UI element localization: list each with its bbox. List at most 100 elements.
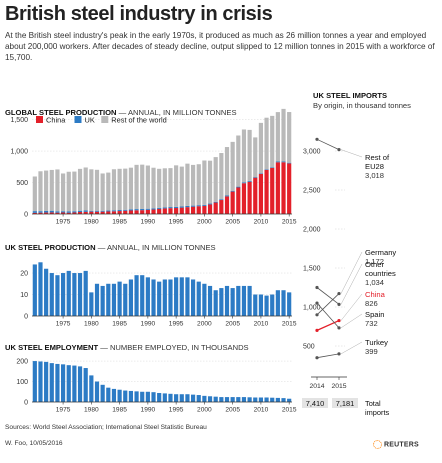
totals-label: imports bbox=[365, 408, 390, 417]
x-tick-label: 2005 bbox=[225, 407, 240, 414]
bar-china bbox=[247, 181, 252, 214]
bar-uk bbox=[224, 285, 230, 316]
import-point bbox=[315, 328, 319, 332]
bar-rest-of-the-world bbox=[281, 108, 286, 162]
bar-uk bbox=[55, 363, 60, 402]
bar-uk bbox=[213, 201, 218, 203]
bar-uk bbox=[66, 270, 71, 316]
bar-rest-of-the-world bbox=[236, 135, 241, 187]
bar-uk bbox=[190, 205, 196, 207]
bar-uk bbox=[134, 209, 139, 211]
x-tick-label: 2015 bbox=[331, 383, 346, 390]
x-tick-label: 1995 bbox=[169, 219, 184, 226]
bar-uk bbox=[72, 365, 77, 402]
total-value: 7,410 bbox=[306, 399, 325, 408]
bar-uk bbox=[219, 397, 224, 402]
bar-uk bbox=[72, 211, 77, 213]
uk-production-title: UK STEEL PRODUCTION bbox=[5, 243, 96, 252]
bar-china bbox=[60, 212, 66, 214]
bar-rest-of-the-world bbox=[49, 169, 54, 211]
bar-uk bbox=[236, 186, 241, 188]
leader-line bbox=[340, 293, 363, 321]
x-tick-label: 1985 bbox=[112, 219, 127, 226]
bar-uk bbox=[77, 273, 83, 316]
bar-rest-of-the-world bbox=[179, 166, 184, 207]
y-tick-label: 500 bbox=[303, 344, 315, 351]
x-tick-label: 1985 bbox=[112, 407, 127, 414]
bar-uk bbox=[49, 210, 54, 213]
reuters-logo-icon bbox=[373, 440, 382, 449]
bar-uk bbox=[202, 204, 207, 206]
bar-china bbox=[202, 205, 207, 214]
x-tick-label: 2000 bbox=[197, 407, 212, 414]
uk-employment-unit: — NUMBER EMPLOYED, IN THOUSANDS bbox=[100, 343, 249, 352]
bar-rest-of-the-world bbox=[44, 170, 49, 211]
x-tick-label: 1985 bbox=[112, 321, 127, 328]
bar-uk bbox=[230, 397, 235, 402]
bar-uk bbox=[230, 288, 235, 316]
bar-uk bbox=[275, 397, 280, 402]
bar-uk bbox=[100, 210, 105, 212]
bar-rest-of-the-world bbox=[77, 168, 83, 211]
bar-uk bbox=[168, 393, 173, 402]
bar-rest-of-the-world bbox=[241, 129, 247, 183]
global-production-heading: GLOBAL STEEL PRODUCTION — ANNUAL, IN MIL… bbox=[5, 108, 237, 117]
bar-uk bbox=[253, 397, 258, 402]
bar-china bbox=[157, 208, 162, 214]
import-line bbox=[316, 293, 340, 316]
bar-uk bbox=[38, 262, 43, 316]
x-tick-label: 2000 bbox=[197, 321, 212, 328]
bar-uk bbox=[94, 210, 100, 212]
bar-uk bbox=[236, 397, 241, 402]
bar-uk bbox=[241, 182, 247, 184]
bar-uk bbox=[196, 395, 201, 402]
bar-china bbox=[72, 212, 77, 214]
import-point bbox=[337, 326, 341, 330]
total-box bbox=[302, 398, 328, 408]
bar-uk bbox=[179, 206, 184, 208]
bar-uk bbox=[55, 275, 60, 316]
bar-uk bbox=[117, 210, 122, 212]
bar-china bbox=[224, 196, 230, 214]
bar-rest-of-the-world bbox=[145, 165, 150, 209]
x-tick-label: 1995 bbox=[169, 321, 184, 328]
total-box bbox=[332, 398, 358, 408]
uk-employment-title: UK STEEL EMPLOYMENT bbox=[5, 343, 99, 352]
bar-uk bbox=[287, 292, 292, 316]
bar-china bbox=[77, 211, 83, 214]
bar-uk bbox=[145, 277, 150, 316]
bar-uk bbox=[264, 169, 269, 170]
import-point bbox=[315, 301, 319, 305]
series-name: Spain bbox=[365, 310, 384, 319]
x-tick-label: 1990 bbox=[141, 407, 156, 414]
bar-uk bbox=[72, 273, 77, 316]
bar-china bbox=[275, 162, 280, 214]
bar-uk bbox=[55, 211, 60, 213]
bar-rest-of-the-world bbox=[89, 169, 94, 211]
bar-china bbox=[253, 177, 258, 214]
bar-uk bbox=[123, 283, 128, 316]
bar-china bbox=[270, 167, 275, 214]
bar-uk bbox=[219, 199, 224, 201]
bar-rest-of-the-world bbox=[174, 165, 179, 207]
bar-uk bbox=[77, 210, 83, 212]
x-tick-label: 1990 bbox=[141, 321, 156, 328]
bar-rest-of-the-world bbox=[106, 172, 111, 211]
bar-china bbox=[32, 212, 37, 214]
bar-rest-of-the-world bbox=[117, 168, 122, 211]
leader-line bbox=[340, 149, 363, 158]
import-line bbox=[316, 138, 340, 150]
bar-uk bbox=[270, 294, 275, 316]
bar-uk bbox=[140, 275, 145, 316]
bar-rest-of-the-world bbox=[66, 171, 71, 212]
leader-line bbox=[340, 341, 363, 355]
bar-uk bbox=[38, 211, 43, 213]
x-tick-label: 2005 bbox=[225, 219, 240, 226]
x-tick-label: 2015 bbox=[282, 407, 297, 414]
bar-rest-of-the-world bbox=[202, 160, 207, 205]
bar-uk bbox=[174, 206, 179, 209]
bar-uk bbox=[207, 396, 213, 402]
bar-uk bbox=[162, 207, 167, 209]
x-tick-label: 2015 bbox=[282, 321, 297, 328]
bar-china bbox=[236, 187, 241, 214]
